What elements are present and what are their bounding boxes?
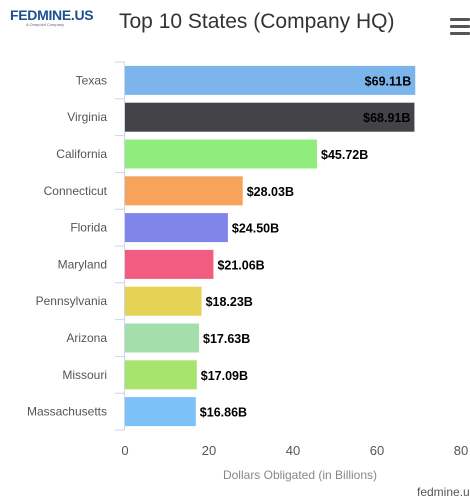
category-label: Florida xyxy=(70,221,107,235)
bar xyxy=(125,102,415,132)
data-label: $16.86B xyxy=(200,406,247,420)
category-label: Missouri xyxy=(62,368,107,382)
data-label: $45.72B xyxy=(321,148,368,162)
data-label: $69.11B xyxy=(365,74,412,88)
data-label: $17.63B xyxy=(203,332,250,346)
hamburger-icon[interactable] xyxy=(450,18,470,38)
category-label: Maryland xyxy=(58,257,107,271)
category-label: Virginia xyxy=(67,110,107,124)
bar xyxy=(125,65,416,95)
data-label: $18.23B xyxy=(206,295,253,309)
category-label: Massachusetts xyxy=(27,405,107,419)
x-tick-label: 0 xyxy=(121,443,128,458)
bar xyxy=(125,286,202,316)
category-label: Pennsylvania xyxy=(36,294,108,308)
x-axis-label: Dollars Obligated (in Billions) xyxy=(223,468,377,482)
category-label: Texas xyxy=(76,73,107,87)
x-tick-label: 20 xyxy=(202,443,216,458)
data-label: $28.03B xyxy=(247,185,294,199)
chart-title: Top 10 States (Company HQ) xyxy=(119,10,395,33)
bar xyxy=(125,360,197,390)
data-label: $17.09B xyxy=(201,369,248,383)
fedmine-logo[interactable]: FEDMINE.US A Onepoint Company xyxy=(10,7,94,34)
x-tick-label: 80 xyxy=(454,443,468,458)
logo-subtext: A Onepoint Company xyxy=(26,22,65,27)
x-tick-label: 60 xyxy=(370,443,384,458)
data-label: $21.06B xyxy=(217,258,264,272)
bar xyxy=(125,176,243,206)
bar xyxy=(125,397,196,427)
footer-credit: fedmine.us xyxy=(417,485,470,499)
data-label: $68.91B xyxy=(363,111,410,125)
category-label: Connecticut xyxy=(44,184,108,198)
bar xyxy=(125,213,228,243)
data-label: $24.50B xyxy=(232,222,279,236)
category-label: California xyxy=(56,147,107,161)
logo-text: FEDMINE.US xyxy=(10,7,94,23)
category-label: Arizona xyxy=(66,331,107,345)
bar xyxy=(125,249,214,279)
bar xyxy=(125,139,318,169)
bar xyxy=(125,323,200,353)
x-tick-label: 40 xyxy=(286,443,300,458)
